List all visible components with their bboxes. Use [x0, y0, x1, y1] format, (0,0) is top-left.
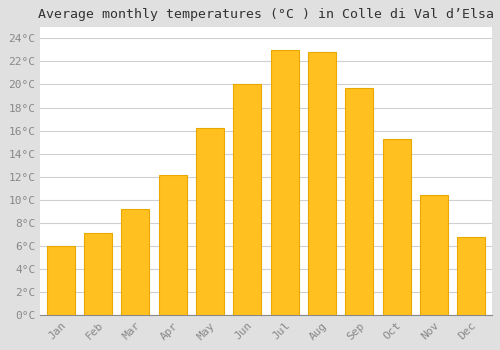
Bar [270, 50, 298, 315]
Bar [84, 233, 112, 315]
Bar [46, 246, 74, 315]
Bar [345, 88, 373, 315]
Title: Average monthly temperatures (°C ) in Colle di Val d’Elsa: Average monthly temperatures (°C ) in Co… [38, 8, 494, 21]
Bar [122, 209, 150, 315]
Bar [382, 139, 410, 315]
Bar [196, 128, 224, 315]
Bar [457, 237, 485, 315]
Bar [308, 52, 336, 315]
Bar [420, 195, 448, 315]
Bar [234, 84, 262, 315]
Bar [158, 175, 186, 315]
